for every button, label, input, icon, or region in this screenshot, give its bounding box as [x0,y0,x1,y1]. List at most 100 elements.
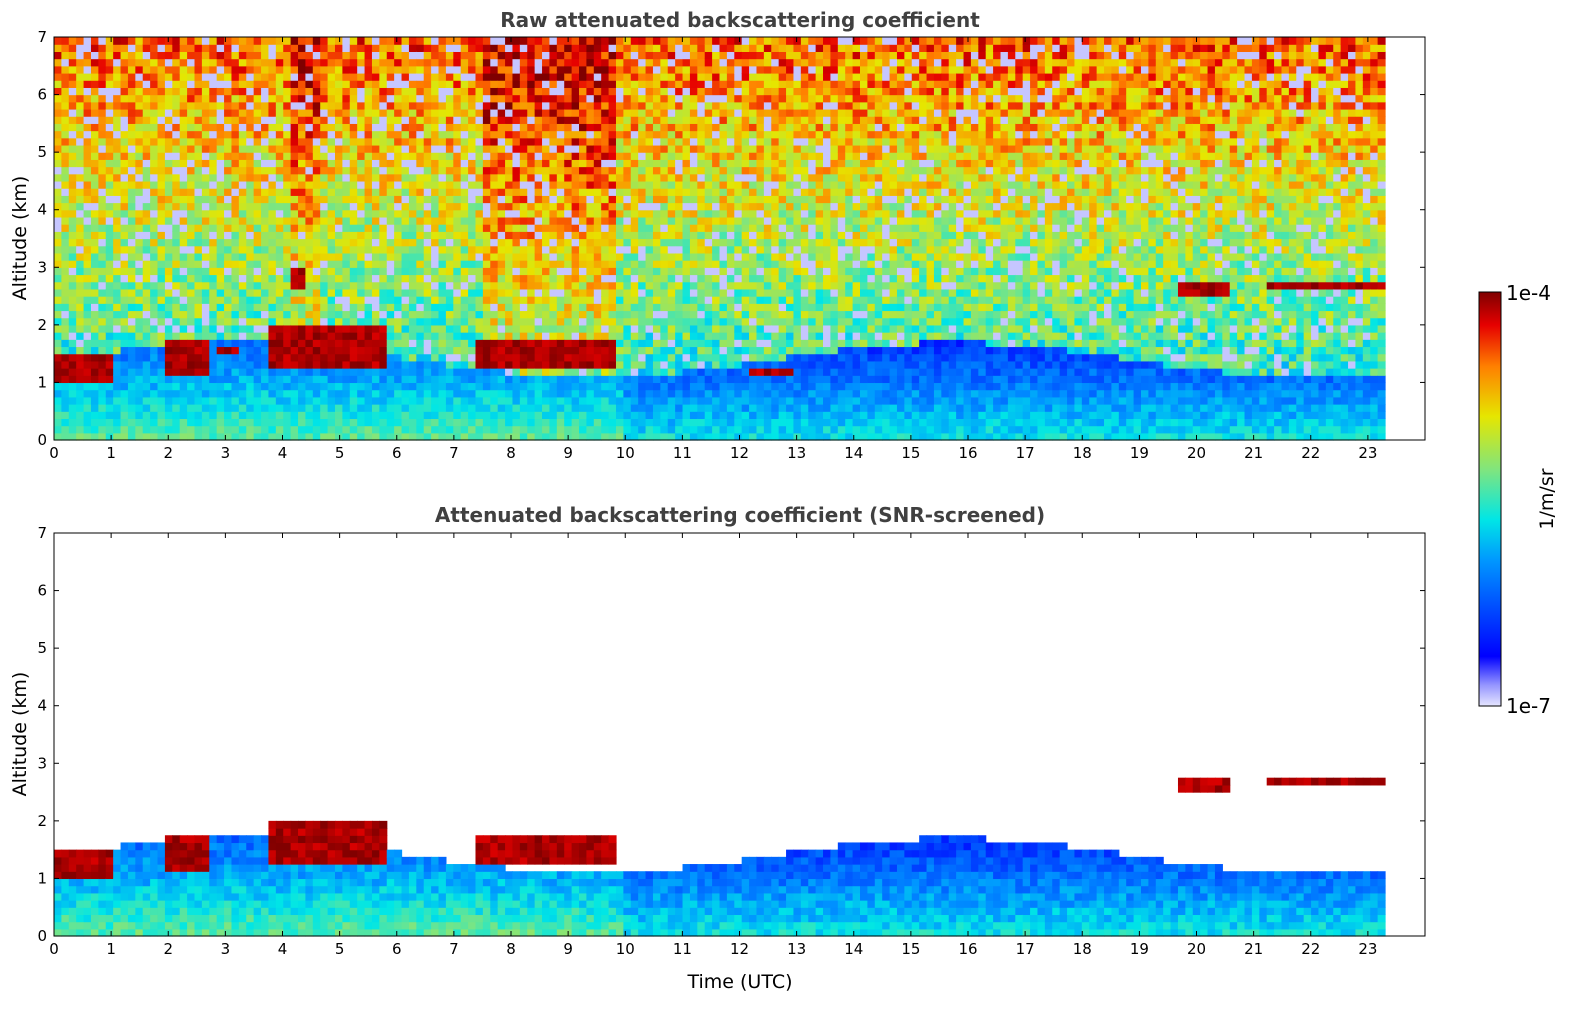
heatmap-cell [445,396,454,405]
heatmap-cell [357,432,366,441]
heatmap-cell [512,202,521,211]
heatmap-cell [246,65,255,74]
heatmap-cell [468,360,477,369]
heatmap-cell [549,346,558,355]
heatmap-cell [261,288,270,297]
heatmap-cell [542,87,551,96]
heatmap-cell [261,245,270,254]
heatmap-cell [638,346,647,355]
heatmap-cell [401,411,410,420]
heatmap-cell [179,231,188,240]
heatmap-cell [564,281,573,290]
heatmap-cell [408,44,417,52]
heatmap-cell [623,404,632,412]
heatmap-cell [460,324,469,333]
heatmap-cell [90,353,99,362]
heatmap-cell [675,310,684,319]
heatmap-cell [246,58,255,67]
heatmap-cell [505,159,514,168]
heatmap-cell [497,267,506,276]
heatmap-cell [652,245,661,254]
heatmap-cell [290,252,299,261]
heatmap-cell [357,324,366,333]
heatmap-cell [357,94,366,103]
heatmap-cell [697,267,706,276]
heatmap-cell [482,166,491,175]
heatmap-cell [445,245,454,254]
heatmap-cell [172,202,181,211]
heatmap-cell [667,188,676,196]
heatmap-cell [667,94,676,103]
heatmap-cell [564,317,573,326]
heatmap-cell [542,303,551,312]
heatmap-cell [246,216,255,225]
heatmap-cell [334,238,343,247]
heatmap-cell [505,188,514,196]
heatmap-cell [615,202,624,211]
heatmap-cell [90,188,99,196]
heatmap-cell [68,130,77,139]
heatmap-cell [675,260,684,268]
heatmap-cell [68,116,77,124]
heatmap-cell [261,360,270,369]
heatmap-cell [371,238,380,247]
heatmap-cell [667,65,676,74]
heatmap-cell [275,267,284,276]
heatmap-cell [327,281,336,290]
heatmap-cell [150,252,159,261]
heatmap-cell [431,281,440,290]
heatmap-cell [216,152,225,160]
heatmap-cell [253,252,262,261]
heatmap-cell [608,108,617,117]
heatmap-cell [172,65,181,74]
heatmap-cell [431,396,440,405]
heatmap-cell [150,116,159,124]
heatmap-cell [298,425,307,434]
heatmap-cell [113,411,122,420]
heatmap-cell [98,180,107,189]
heatmap-cell [571,382,580,391]
heatmap-cell [704,130,713,139]
heatmap-cell [571,281,580,290]
heatmap-cell [475,396,484,405]
heatmap-cell [608,130,617,139]
heatmap-cell [349,281,358,290]
heatmap-cell [68,137,77,146]
heatmap-cell [564,209,573,218]
heatmap-cell [519,231,528,240]
heatmap-cell [364,274,373,283]
heatmap-cell [386,44,395,52]
heatmap-cell [268,94,277,103]
heatmap-cell [298,303,307,312]
heatmap-cell [290,346,299,355]
heatmap-cell [201,353,210,362]
heatmap-cell [76,360,85,369]
heatmap-cell [261,180,270,189]
heatmap-cell [142,130,151,139]
heatmap-cell [475,152,484,160]
heatmap-cell [246,332,255,340]
heatmap-cell [438,72,447,81]
heatmap-cell [194,130,203,139]
heatmap-cell [379,51,388,60]
heatmap-cell [505,108,514,117]
heatmap-cell [83,310,92,319]
heatmap-cell [312,116,321,124]
heatmap-cell [519,339,528,348]
heatmap-cell [652,368,661,376]
heatmap-cell [312,231,321,240]
heatmap-cell [453,238,462,247]
heatmap-cell [416,267,425,276]
heatmap-cell [305,130,314,139]
heatmap-cell [61,238,70,247]
heatmap-cell [431,317,440,326]
heatmap-cell [113,274,122,283]
heatmap-cell [135,108,144,117]
heatmap-cell [268,245,277,254]
heatmap-cell [556,324,565,333]
heatmap-cell [697,332,706,340]
heatmap-cell [482,382,491,391]
heatmap-cell [231,368,240,376]
heatmap-cell [187,44,196,52]
heatmap-cell [667,353,676,362]
